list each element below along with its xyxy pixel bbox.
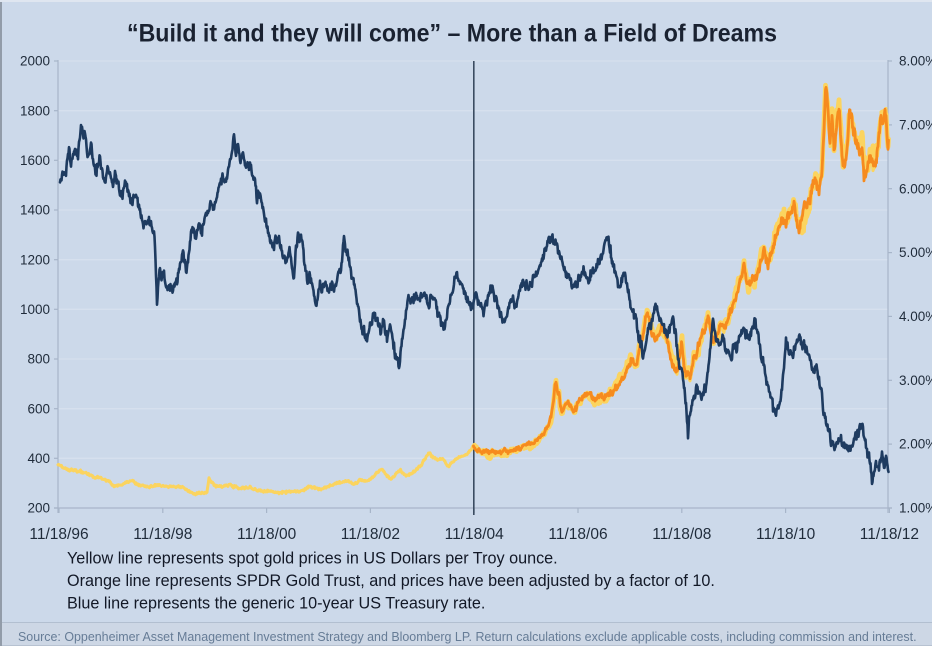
svg-text:8.00%: 8.00% bbox=[899, 54, 932, 69]
svg-text:11/18/04: 11/18/04 bbox=[445, 526, 505, 543]
svg-text:1000: 1000 bbox=[20, 302, 50, 317]
svg-text:11/18/02: 11/18/02 bbox=[341, 526, 400, 543]
svg-text:6.00%: 6.00% bbox=[899, 181, 932, 196]
svg-text:2000: 2000 bbox=[20, 54, 50, 69]
svg-text:Orange line represents SPDR Go: Orange line represents SPDR Gold Trust, … bbox=[67, 572, 715, 590]
svg-text:“Build it and they will come”: “Build it and they will come” – More tha… bbox=[127, 20, 777, 48]
svg-text:Yellow line represents spot go: Yellow line represents spot gold prices … bbox=[67, 549, 558, 567]
svg-text:600: 600 bbox=[27, 401, 50, 416]
svg-text:11/18/06: 11/18/06 bbox=[548, 526, 607, 543]
svg-text:1800: 1800 bbox=[20, 103, 50, 118]
svg-text:1200: 1200 bbox=[20, 252, 50, 267]
svg-text:800: 800 bbox=[27, 352, 50, 367]
svg-text:2.00%: 2.00% bbox=[899, 437, 932, 452]
svg-text:11/18/12: 11/18/12 bbox=[860, 526, 919, 543]
svg-text:Source: Oppenheimer Asset Mana: Source: Oppenheimer Asset Management Inv… bbox=[18, 630, 917, 644]
svg-text:7.00%: 7.00% bbox=[899, 117, 932, 132]
svg-text:1.00%: 1.00% bbox=[899, 501, 932, 516]
svg-text:1600: 1600 bbox=[20, 153, 50, 168]
svg-text:11/18/98: 11/18/98 bbox=[133, 526, 192, 543]
svg-text:5.00%: 5.00% bbox=[899, 245, 932, 260]
svg-text:4.00%: 4.00% bbox=[899, 309, 932, 324]
svg-text:400: 400 bbox=[27, 451, 50, 466]
svg-text:11/18/96: 11/18/96 bbox=[29, 526, 88, 543]
svg-text:11/18/08: 11/18/08 bbox=[652, 526, 711, 543]
svg-text:Blue line represents the gener: Blue line represents the generic 10-year… bbox=[67, 595, 485, 613]
svg-text:1400: 1400 bbox=[20, 203, 50, 218]
svg-text:11/18/10: 11/18/10 bbox=[756, 526, 816, 543]
svg-text:11/18/00: 11/18/00 bbox=[237, 526, 297, 543]
svg-text:3.00%: 3.00% bbox=[899, 373, 932, 388]
svg-text:200: 200 bbox=[27, 501, 50, 516]
